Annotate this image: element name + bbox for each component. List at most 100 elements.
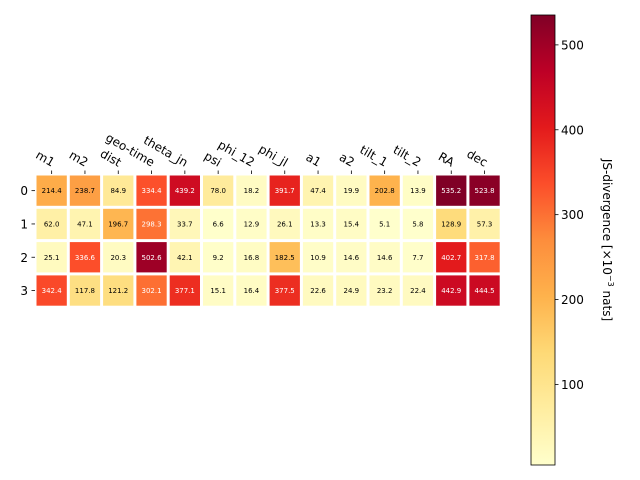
cell-value-label: 22.6 (310, 287, 326, 295)
heatmap-cell (469, 208, 500, 240)
heatmap-cell (402, 208, 434, 240)
cell-value-label: 42.1 (177, 254, 193, 262)
heatmap-cell (369, 208, 400, 240)
heatmap-cell (302, 275, 334, 306)
cell-value-label: 25.1 (44, 254, 60, 262)
heatmap-cell (269, 175, 300, 206)
cell-value-label: 24.9 (344, 287, 360, 295)
heatmap-cell (336, 208, 367, 240)
heatmap-cell (369, 275, 400, 306)
x-tick-label: m2 (67, 148, 91, 170)
colorbar-tick-label: 400 (561, 123, 584, 137)
heatmap-cell (436, 242, 467, 273)
heatmap-cell (69, 242, 101, 273)
heatmap-cell (103, 208, 134, 240)
cell-value-label: 238.7 (75, 187, 95, 195)
heatmap-cell (169, 275, 200, 306)
heatmap-cell (336, 275, 367, 306)
cell-value-label: 336.6 (75, 254, 96, 262)
x-tick-label: a2 (337, 150, 357, 170)
heatmap-cell (136, 242, 167, 273)
heatmap-cell (269, 242, 300, 273)
cell-value-label: 317.8 (475, 254, 495, 262)
heatmap-cell (69, 275, 101, 306)
cell-value-label: 19.9 (344, 187, 360, 195)
heatmap-cell (436, 275, 467, 306)
cell-value-label: 391.7 (275, 187, 295, 195)
heatmap-cell (169, 242, 200, 273)
cell-value-label: 33.7 (177, 220, 193, 228)
heatmap-cell (36, 242, 67, 273)
cell-value-label: 444.5 (475, 287, 495, 295)
x-tick-label: m1 (33, 148, 57, 170)
cell-value-label: 9.2 (213, 254, 224, 262)
colorbar-tick-label: 500 (561, 38, 584, 52)
cell-value-label: 12.9 (244, 220, 260, 228)
cell-value-label: 22.4 (410, 287, 426, 295)
cell-value-label: 377.1 (175, 287, 195, 295)
heatmap-cell (436, 208, 467, 240)
cell-value-label: 47.4 (310, 187, 326, 195)
cell-value-label: 18.2 (244, 187, 260, 195)
colorbar-ticks: 100 200 300 400 500 (555, 38, 584, 392)
cell-value-label: 5.1 (379, 220, 390, 228)
cell-value-label: 14.6 (344, 254, 360, 262)
cell-value-label: 334.4 (142, 187, 163, 195)
heatmap-cell (369, 175, 400, 206)
cell-value-label: 182.5 (275, 254, 295, 262)
heatmap-cell (469, 275, 500, 306)
heatmap-cell (302, 175, 334, 206)
cell-value-label: 78.0 (210, 187, 226, 195)
cell-value-label: 302.1 (142, 287, 162, 295)
heatmap-cell (203, 275, 234, 306)
cell-value-label: 5.8 (412, 220, 423, 228)
y-axis-ticks: 0 1 2 3 (20, 184, 35, 298)
cell-value-label: 47.1 (77, 220, 93, 228)
x-tick-label: a1 (304, 150, 324, 170)
cell-value-label: 7.7 (412, 254, 423, 262)
heatmap-cell (103, 175, 134, 206)
x-tick-label: dec (464, 147, 490, 170)
cell-value-label: 196.7 (108, 220, 128, 228)
x-tick-label: tilt_2 (391, 143, 424, 170)
x-tick-label: tilt_1 (357, 143, 390, 170)
cell-value-label: 439.2 (175, 187, 195, 195)
colorbar-tick-label: 300 (561, 208, 584, 222)
x-tick-label: phi_jl (256, 142, 290, 170)
colorbar-tick-label: 100 (561, 378, 584, 392)
heatmap-cell (36, 208, 67, 240)
heatmap-cell (236, 242, 267, 273)
heatmap-cell (236, 275, 267, 306)
y-tick-label: 1 (20, 217, 28, 231)
cell-value-label: 298.3 (142, 220, 162, 228)
heatmap-cell (469, 242, 500, 273)
heatmap-cell (436, 175, 467, 206)
colorbar-tick-label: 200 (561, 293, 584, 307)
heatmap-cell (336, 175, 367, 206)
cell-value-label: 442.9 (441, 287, 461, 295)
colorbar (530, 14, 556, 466)
cell-value-label: 214.4 (42, 187, 63, 195)
heatmap-cell (203, 208, 234, 240)
heatmap-cells: 214.4 238.7 84.9 334.4 439.2 78.0 18.2 391.7 47.… (36, 175, 500, 306)
heatmap-cell (203, 175, 234, 206)
heatmap-cell (136, 208, 167, 240)
heatmap-cell (236, 175, 267, 206)
cell-value-label: 26.1 (277, 220, 293, 228)
heatmap-cell (402, 175, 434, 206)
cell-value-label: 23.2 (377, 287, 393, 295)
cell-value-label: 15.1 (210, 287, 226, 295)
heatmap-cell (469, 175, 500, 206)
cell-value-label: 20.3 (110, 254, 126, 262)
heatmap-cell (169, 175, 200, 206)
heatmap-cell (402, 275, 434, 306)
x-tick-label: RA (436, 149, 458, 170)
heatmap-cell (103, 242, 134, 273)
heatmap-cell (136, 275, 167, 306)
heatmap-cell (69, 175, 101, 206)
cell-value-label: 535.2 (441, 187, 461, 195)
cell-value-label: 13.3 (310, 220, 326, 228)
cell-value-label: 342.4 (42, 287, 63, 295)
